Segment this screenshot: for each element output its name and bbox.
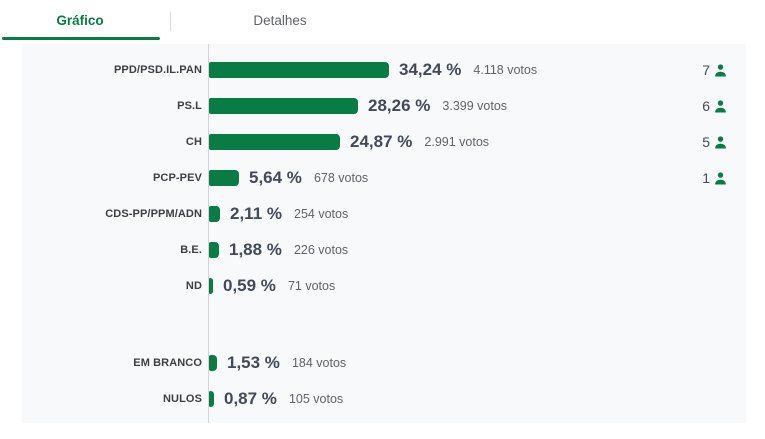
percent-value: 24,87 % [350,132,413,151]
votes-value: 2.991 votos [424,135,490,149]
person-icon [715,63,726,76]
party-label: NULOS [163,393,202,405]
tab-divider [170,12,171,31]
seats-count: 7 [702,62,710,78]
bar-zone: 1,88 % 226 votos [208,240,710,260]
party-label: B.E. [180,244,202,256]
bar-zone: 0,59 % 71 votos [208,276,710,296]
party-label: PS.L [177,100,202,112]
bar-zone: 2,11 % 254 votos [208,204,710,224]
seats-badge: 5 [702,134,746,150]
seats-count: 5 [702,134,710,150]
result-bar [209,278,213,294]
percent-value: 5,64 % [249,168,302,187]
chart-row: ND 0,59 % 71 votos [22,268,746,304]
votes-value: 4.118 votos [473,63,538,77]
result-bar [209,134,340,150]
percent-value: 1,53 % [227,353,280,372]
seats-badge: 6 [702,98,746,114]
chart-row: B.E. 1,88 % 226 votos [22,232,746,268]
results-chart-card: PPD/PSD.IL.PAN 34,24 % 4.118 votos 7 PS.… [22,44,746,423]
party-label: CH [185,136,202,148]
percent-value: 34,24 % [399,60,462,79]
chart-row: CH 24,87 % 2.991 votos 5 [22,124,746,160]
person-icon [715,171,726,184]
chart-row: NULOS 0,87 % 105 votos [22,381,746,417]
votes-value: 105 votos [288,392,344,406]
result-bar [209,355,217,371]
tab-grafico[interactable]: Gráfico [0,0,160,40]
party-label: CDS-PP/PPM/ADN [105,208,202,220]
chart-row: EM BRANCO 1,53 % 184 votos [22,345,746,381]
party-label: PPD/PSD.IL.PAN [114,64,202,76]
percent-value: 0,87 % [224,389,277,408]
bar-zone: 1,53 % 184 votos [208,353,710,373]
person-icon [715,99,726,112]
percent-value: 28,26 % [368,96,431,115]
chart-row: PCP-PEV 5,64 % 678 votos 1 [22,160,746,196]
bar-zone: 28,26 % 3.399 votos [208,96,702,116]
tab-detalhes[interactable]: Detalhes [170,0,390,40]
chart-row: CDS-PP/PPM/ADN 2,11 % 254 votos [22,196,746,232]
chart-row: PS.L 28,26 % 3.399 votos 6 [22,88,746,124]
party-label: ND [185,280,202,292]
votes-value: 71 votos [287,279,336,293]
votes-value: 3.399 votos [442,99,508,113]
chart-axis-line [208,44,209,423]
bar-zone: 0,87 % 105 votos [208,389,710,409]
bar-zone: 34,24 % 4.118 votos [208,60,702,80]
chart-row: PPD/PSD.IL.PAN 34,24 % 4.118 votos 7 [22,52,746,88]
bar-zone: 24,87 % 2.991 votos [208,132,702,152]
seats-count: 6 [702,98,710,114]
percent-value: 2,11 % [230,204,282,223]
result-bar [209,170,239,186]
percent-value: 1,88 % [229,240,282,259]
result-bar [209,391,214,407]
votes-value: 678 votos [313,171,369,185]
party-label: PCP-PEV [153,172,202,184]
votes-value: 226 votos [293,243,349,257]
tab-grafico-label: Gráfico [56,12,104,28]
person-icon [715,135,726,148]
group-separator-space [22,304,746,345]
result-bar [209,242,219,258]
seats-count: 1 [702,170,710,186]
active-tab-indicator [2,37,160,40]
result-bar [209,62,389,78]
party-label: EM BRANCO [133,357,202,369]
votes-value: 254 votos [294,207,349,221]
percent-value: 0,59 % [223,276,276,295]
seats-badge: 7 [702,62,746,78]
result-bar [209,98,358,114]
votes-value: 184 votos [291,356,347,370]
tab-detalhes-label: Detalhes [253,12,307,28]
seats-badge: 1 [702,170,746,186]
tab-bar: Gráfico Detalhes [0,0,765,40]
result-bar [209,206,220,222]
bar-zone: 5,64 % 678 votos [208,168,702,188]
